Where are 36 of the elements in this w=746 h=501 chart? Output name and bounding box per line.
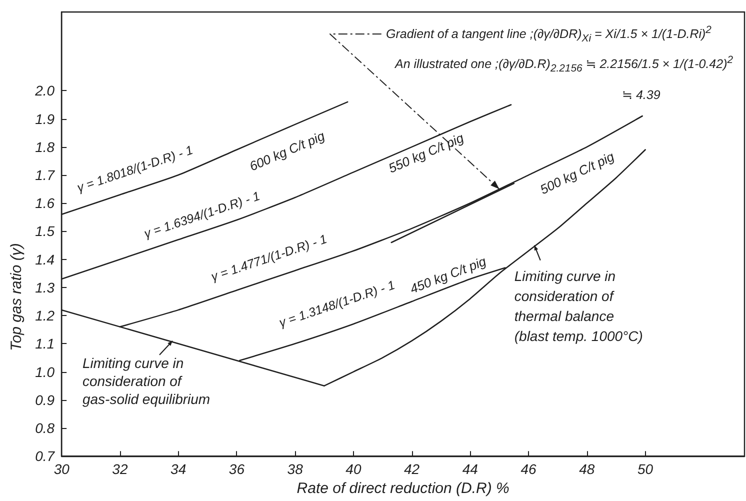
annotation: Limiting curve in consideration of thermal balance (blast temp. 1000°C) [514,267,643,346]
y-tick-label: 1.1 [35,336,55,352]
y-tick-label: 1.9 [35,110,55,127]
annotation: Gradient of a tangent line ;(∂γ/∂DR)$_{Xi}$ = Xi/1.5 × 1/(1-D.Ri)$^{2}$ [386,25,712,45]
annotation: Limiting curve in consideration of gas-solid equilibrium [82,354,210,408]
x-tick-label: 44 [462,461,478,478]
x-tick-label: 40 [346,461,362,478]
y-axis-title: Top gas ratio (γ) [8,243,26,351]
y-tick-label: 1.3 [35,279,55,296]
y-tick-label: 0.9 [35,392,55,408]
text: 500 kg C/t pig [538,148,617,197]
x-tick-label: 50 [637,461,654,478]
x-tick-label: 46 [520,461,537,478]
x-tick-label: 32 [112,461,128,478]
text: 600 kg C/t pig [248,128,328,174]
y-tick-label: 2.0 [34,82,55,99]
x-tick-label: 42 [404,461,420,478]
annotation: ≒ 4.39 [622,87,660,102]
y-tick-label: 1.2 [35,308,55,324]
y-tick-label: 1.4 [35,251,55,268]
y-tick-label: 1.6 [35,195,55,212]
x-tick-label: 36 [228,461,245,478]
y-tick-label: 1.7 [35,167,56,184]
x-tick-label: 30 [54,461,70,478]
x-axis-title: Rate of direct reduction (D.R) % [296,480,510,497]
annotation: An illustrated one ;(∂γ/∂D.R)$_{2.2156}$ ≒ 2.2156/1.5 × 1/(1-0.42)$^{2}$ [395,55,734,75]
x-tick-label: 34 [170,461,186,478]
y-tick-label: 1.5 [35,223,55,240]
x-tick-label: 48 [579,461,595,478]
text: 550 kg C/t pig [386,130,466,176]
y-tick-label: 1.8 [35,138,55,155]
text: 450 kg C/t pig [408,253,488,296]
y-tick-label: 0.7 [35,448,56,464]
y-tick-label: 0.8 [35,420,55,436]
x-tick-label: 38 [287,461,304,478]
y-tick-label: 1.0 [35,364,55,380]
